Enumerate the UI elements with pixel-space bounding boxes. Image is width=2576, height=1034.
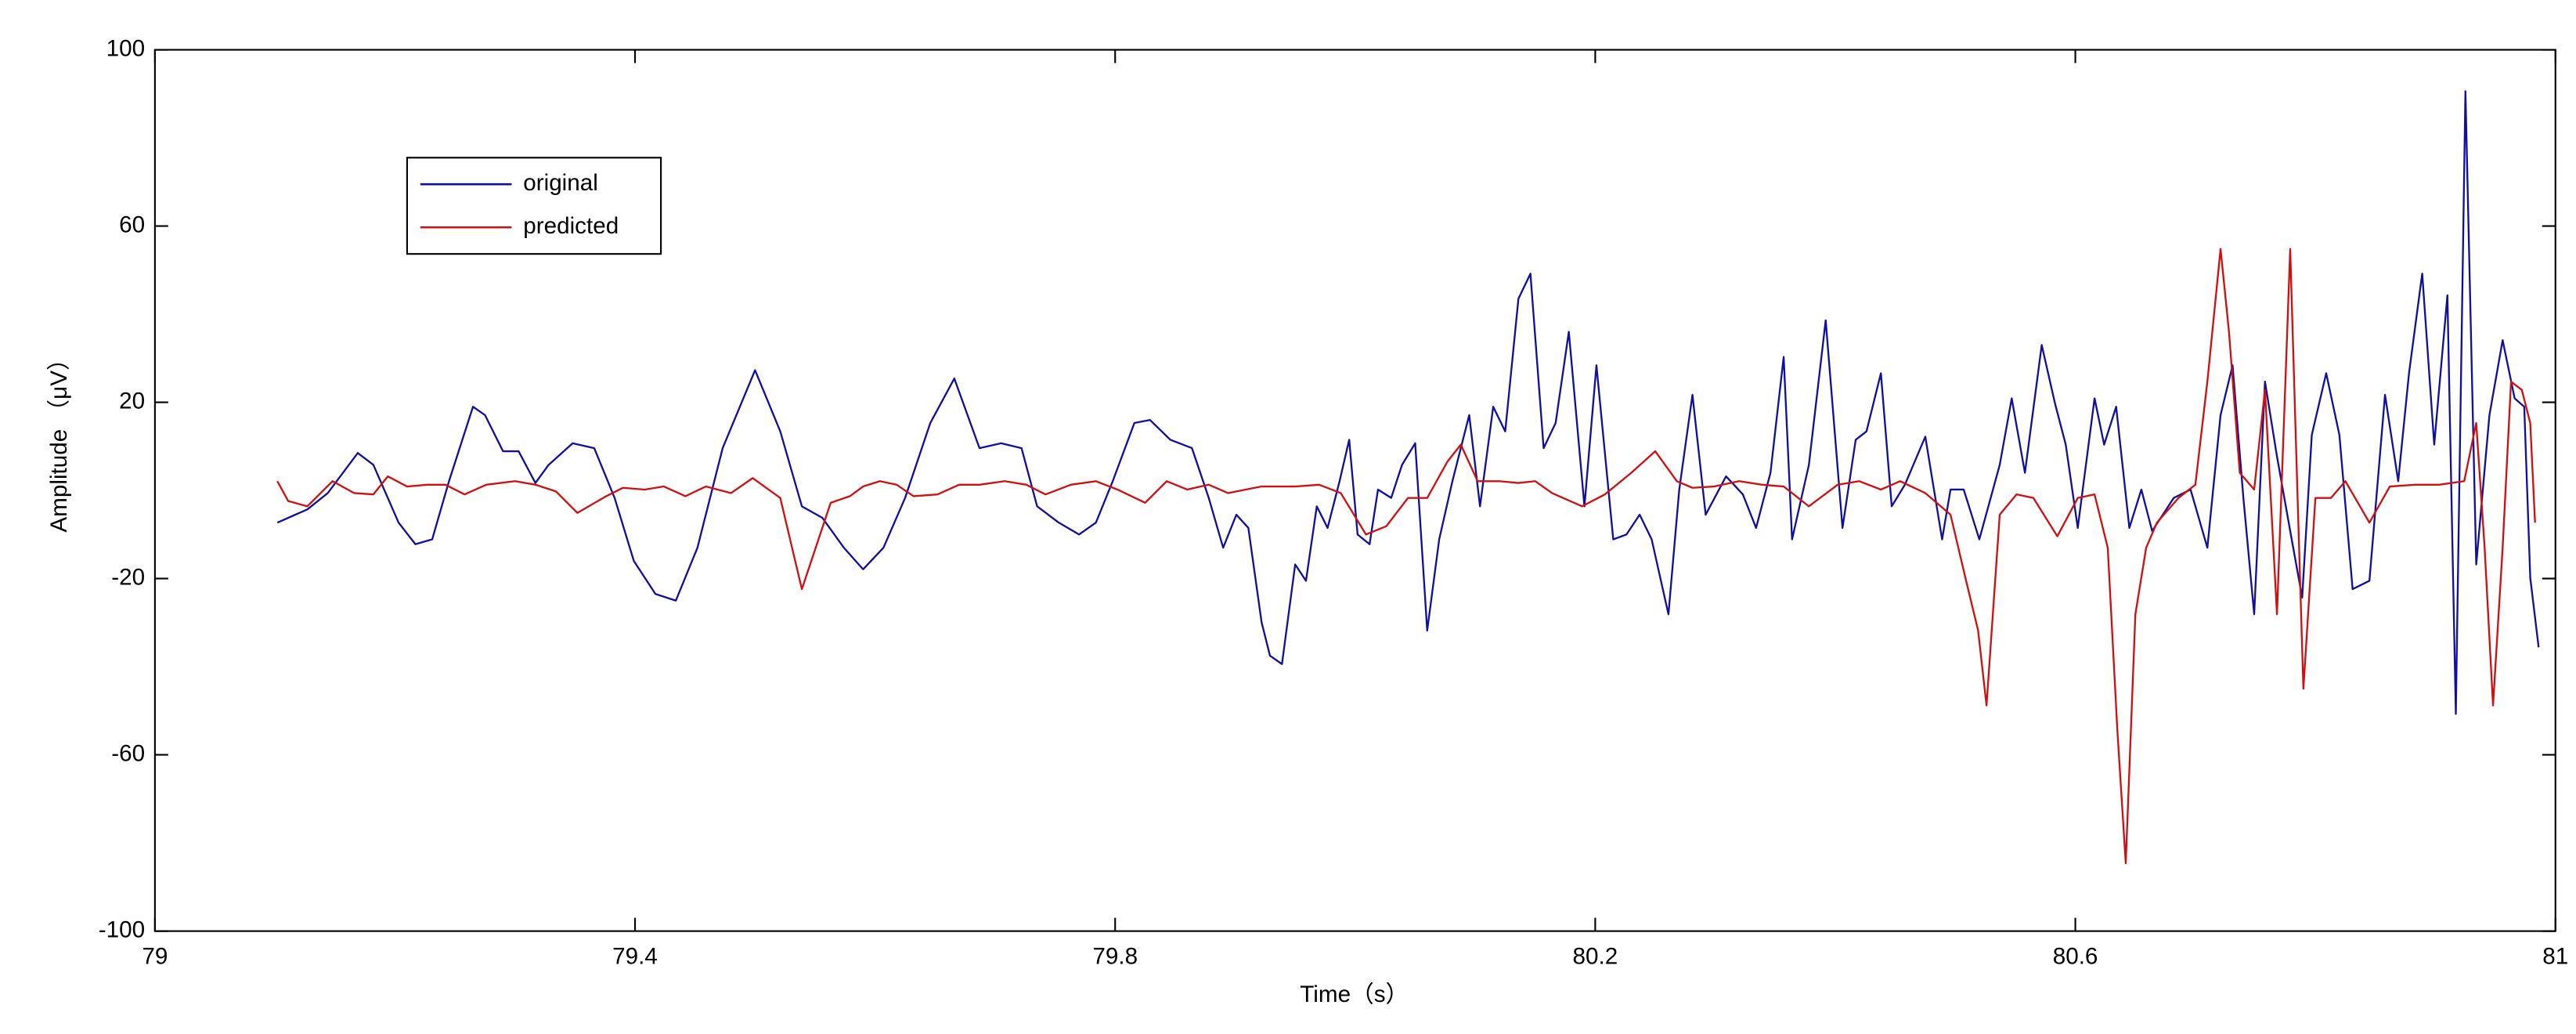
y-tick-label: -60 <box>111 740 145 766</box>
legend-label: predicted <box>523 213 619 239</box>
x-tick-label: 80.6 <box>2053 943 2098 969</box>
y-tick-label: 20 <box>119 388 145 414</box>
data-line <box>276 90 2540 715</box>
y-tick-label: -100 <box>99 916 145 942</box>
y-axis-label: Amplitude （μV） <box>46 347 72 532</box>
plot-frame <box>153 49 2556 932</box>
legend-label: original <box>523 170 598 196</box>
x-tick-label: 81 <box>2542 943 2568 969</box>
x-tick-label: 80.2 <box>1573 943 1618 969</box>
data-line <box>276 248 2536 865</box>
legend-box <box>406 157 662 255</box>
legend: original predicted <box>406 157 662 255</box>
y-tick-label: 60 <box>119 212 145 237</box>
x-tick-label: 79 <box>142 943 168 969</box>
x-tick-label: 79.8 <box>1092 943 1138 969</box>
y-tick-label: -20 <box>111 564 145 590</box>
y-tick-label: 100 <box>106 35 145 61</box>
x-axis-label: Time（s） <box>1300 982 1409 1007</box>
x-tick-label: 79.4 <box>612 943 658 969</box>
